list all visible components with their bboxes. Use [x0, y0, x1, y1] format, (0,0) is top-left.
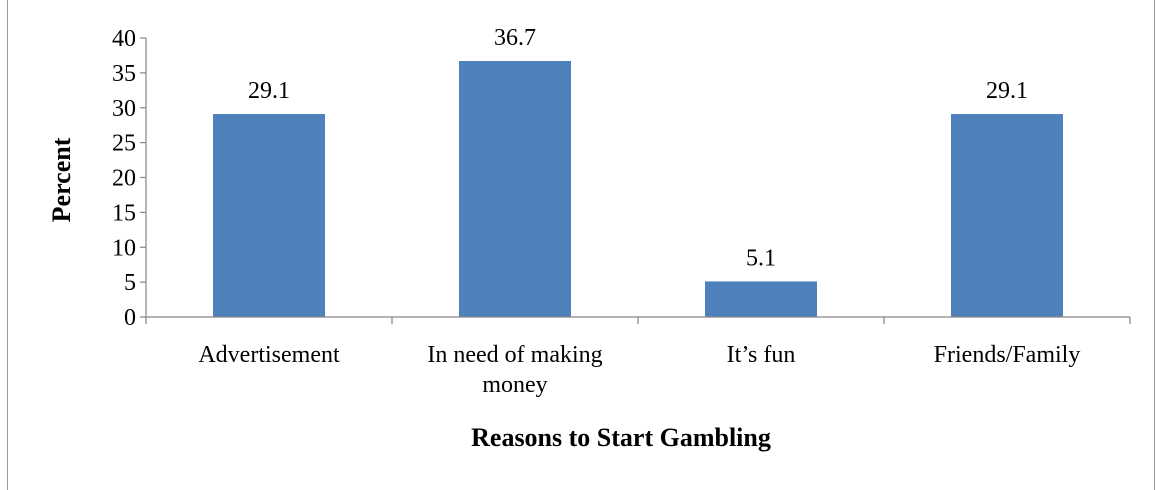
chart-frame — [7, 0, 1155, 490]
y-tick-label: 30 — [112, 96, 136, 122]
x-category-label: It’s fun — [727, 342, 796, 368]
y-tick-label: 35 — [112, 61, 136, 87]
x-tick-label: Friends/Family — [934, 342, 1081, 368]
bar — [213, 114, 325, 317]
data-label: 29.1 — [248, 78, 290, 104]
x-tick-label: It’s fun — [727, 342, 796, 368]
bar — [951, 114, 1063, 317]
y-tick-label: 25 — [112, 131, 136, 157]
x-axis: Advertisement In need of making money It’s … — [145, 316, 1131, 398]
x-category-label: Friends/Family — [934, 342, 1081, 368]
x-tick-label: Advertisement — [198, 342, 340, 368]
y-tick-label: 5 — [124, 270, 136, 296]
y-tick-label: 0 — [124, 305, 136, 331]
y-tick-label: 40 — [112, 26, 136, 52]
y-tick-label: 15 — [112, 200, 136, 226]
data-label: 5.1 — [746, 245, 776, 271]
y-axis-title: Percent — [47, 137, 76, 222]
data-label: 36.7 — [494, 25, 536, 51]
x-tick-label: In need of making — [427, 342, 602, 368]
x-tick-label: money — [482, 372, 547, 398]
bar — [459, 61, 571, 317]
data-labels: 29.1 36.7 5.1 29.1 — [248, 25, 1028, 271]
y-tick-label: 10 — [112, 235, 136, 261]
data-label: 29.1 — [986, 78, 1028, 104]
bars — [213, 61, 1063, 317]
y-axis: 0 5 10 15 20 25 30 35 40 — [112, 26, 147, 331]
x-category-label: Advertisement — [198, 342, 340, 368]
x-category-label: In need of making money — [427, 342, 602, 398]
y-tick-label: 20 — [112, 166, 136, 192]
bar — [705, 281, 817, 317]
x-axis-title: Reasons to Start Gambling — [471, 423, 771, 452]
